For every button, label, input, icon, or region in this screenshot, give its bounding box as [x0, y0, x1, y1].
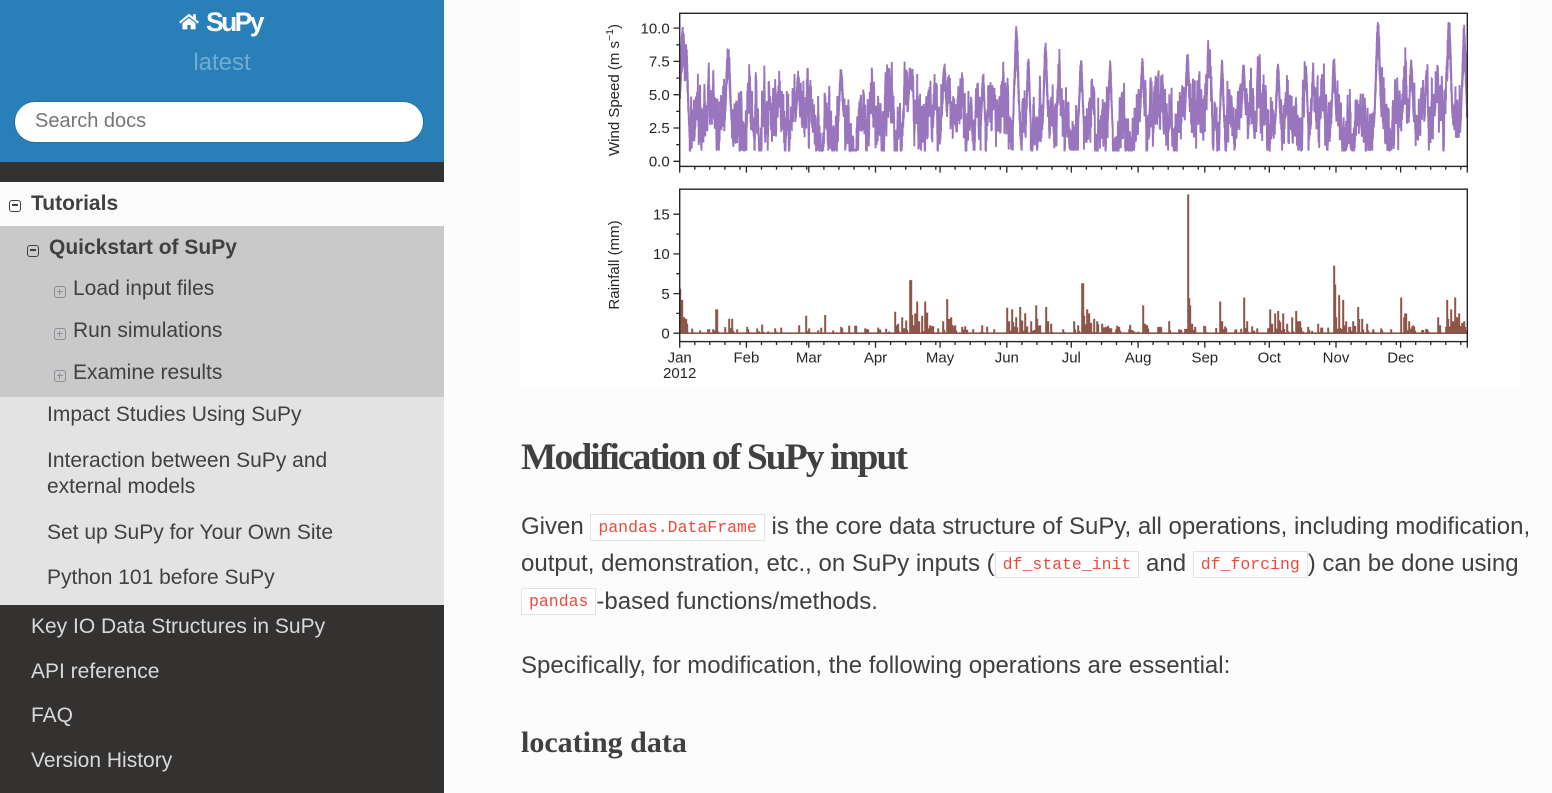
svg-text:2.5: 2.5 — [649, 120, 670, 137]
svg-text:5.0: 5.0 — [649, 87, 670, 104]
svg-text:Mar: Mar — [796, 350, 822, 367]
svg-text:10.0: 10.0 — [640, 20, 669, 37]
svg-text:10: 10 — [653, 246, 670, 263]
svg-text:Jul: Jul — [1062, 350, 1081, 367]
svg-text:15: 15 — [653, 206, 670, 223]
svg-text:Rainfall (mm): Rainfall (mm) — [606, 220, 623, 309]
svg-text:Oct: Oct — [1258, 350, 1282, 367]
svg-text:Aug: Aug — [1125, 350, 1152, 367]
svg-text:Wind Speed (m s−1): Wind Speed (m s−1) — [604, 24, 623, 156]
svg-text:7.5: 7.5 — [649, 54, 670, 71]
svg-text:Feb: Feb — [733, 350, 759, 367]
svg-text:May: May — [926, 350, 955, 367]
svg-text:Sep: Sep — [1191, 350, 1218, 367]
svg-text:0: 0 — [661, 325, 669, 342]
svg-text:0.0: 0.0 — [649, 154, 670, 171]
svg-text:Jan: Jan — [668, 350, 692, 367]
svg-text:Apr: Apr — [864, 350, 887, 367]
svg-text:Nov: Nov — [1323, 350, 1350, 367]
svg-text:5: 5 — [661, 286, 669, 303]
svg-text:2012: 2012 — [663, 365, 696, 382]
svg-text:Dec: Dec — [1387, 350, 1414, 367]
svg-text:Jun: Jun — [995, 350, 1019, 367]
